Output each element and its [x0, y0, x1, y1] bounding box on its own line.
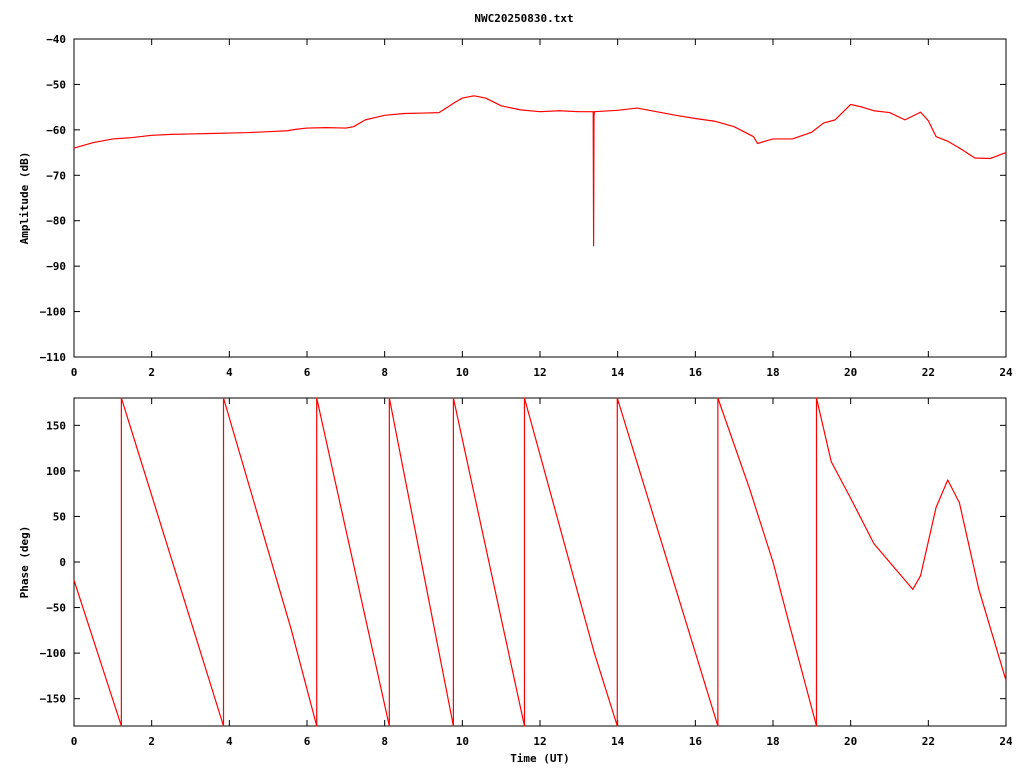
chart-title: NWC20250830.txt [474, 12, 573, 25]
phase-x-tick-label: 24 [999, 735, 1013, 748]
phase-panel: Phase (deg) Time (UT) 0 2 4 6 8 10 12 14 16 18 20 2… [18, 397, 1013, 765]
phase-x-tick-label: 16 [689, 735, 703, 748]
amplitude-x-tick-label: 18 [766, 366, 779, 379]
phase-y-tick-label: 50 [53, 510, 66, 523]
phase-x-tick-label: 14 [611, 735, 625, 748]
amplitude-x-tick-label: 4 [226, 366, 233, 379]
phase-plot-frame [73, 397, 1007, 727]
phase-x-tick-label: 12 [533, 735, 546, 748]
phase-series-line [73, 397, 1007, 727]
amplitude-x-tick-label: 24 [999, 366, 1013, 379]
amplitude-x-tick-label: 0 [71, 366, 78, 379]
amplitude-x-tick-label: 6 [304, 366, 311, 379]
amplitude-x-tick-label: 12 [533, 366, 546, 379]
amplitude-y-tick-label: −40 [46, 33, 66, 46]
amplitude-series-line [73, 95, 1007, 247]
amplitude-x-tick-label: 10 [456, 366, 469, 379]
phase-y-axis-label: Phase (deg) [18, 526, 31, 599]
phase-y-tick-label: 100 [46, 465, 66, 478]
amplitude-x-tick-label: 22 [922, 366, 935, 379]
amplitude-x-tick-label: 16 [689, 366, 703, 379]
phase-y-tick-label: 150 [46, 419, 66, 432]
amplitude-x-tick-label: 14 [611, 366, 625, 379]
phase-x-tick-label: 22 [922, 735, 935, 748]
amplitude-x-tick-label: 2 [148, 366, 155, 379]
amplitude-x-tick-label: 20 [844, 366, 857, 379]
amplitude-y-tick-label: −70 [46, 169, 66, 182]
amplitude-y-tick-label: −60 [46, 124, 66, 137]
phase-y-tick-label: 0 [59, 556, 66, 569]
phase-x-tick-label: 4 [226, 735, 233, 748]
amplitude-y-tick-label: −90 [46, 260, 66, 273]
phase-x-tick-label: 8 [381, 735, 388, 748]
phase-x-tick-label: 20 [844, 735, 857, 748]
phase-x-tick-label: 18 [766, 735, 779, 748]
phase-y-tick-label: −100 [40, 647, 67, 660]
phase-x-tick-label: 2 [148, 735, 155, 748]
amplitude-x-tick-label: 8 [381, 366, 388, 379]
phase-y-tick-label: −50 [46, 602, 66, 615]
amplitude-y-tick-label: −80 [46, 215, 66, 228]
phase-y-tick-label: −150 [40, 693, 67, 706]
phase-x-tick-label: 0 [71, 735, 78, 748]
phase-x-tick-label: 6 [304, 735, 311, 748]
amplitude-y-axis-label: Amplitude (dB) [18, 152, 31, 245]
amplitude-panel: Amplitude (dB) 0 2 4 6 8 10 12 14 16 18 20 22 24−110… [18, 33, 1013, 379]
phase-axis-ticks: 0 2 4 6 8 10 12 14 16 18 20 22 24−150−100−5005010015… [40, 398, 1013, 748]
phase-x-tick-label: 10 [456, 735, 469, 748]
amplitude-plot-frame [73, 38, 1007, 358]
amplitude-y-tick-label: −50 [46, 78, 66, 91]
amplitude-axis-ticks: 0 2 4 6 8 10 12 14 16 18 20 22 24−110−100−90−80−70−6… [40, 33, 1013, 379]
phase-x-axis-label: Time (UT) [510, 752, 570, 765]
amplitude-y-tick-label: −110 [40, 351, 67, 364]
amplitude-y-tick-label: −100 [40, 306, 67, 319]
